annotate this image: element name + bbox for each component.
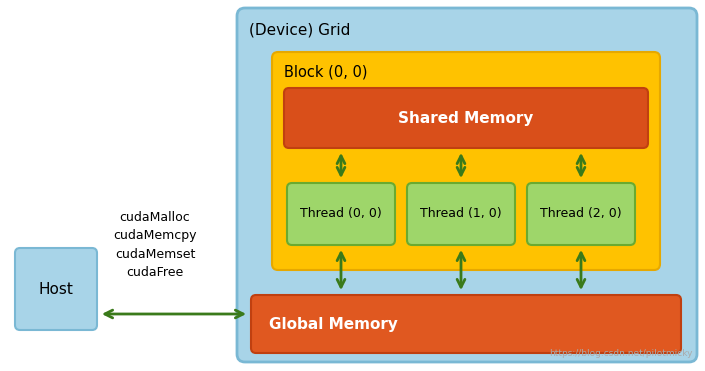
Text: Shared Memory: Shared Memory <box>398 111 534 125</box>
Text: (Device) Grid: (Device) Grid <box>249 23 350 37</box>
Text: Thread (1, 0): Thread (1, 0) <box>420 207 502 220</box>
Text: Host: Host <box>39 282 73 296</box>
Text: Thread (2, 0): Thread (2, 0) <box>540 207 622 220</box>
Text: cudaMalloc
cudaMemcpy
cudaMemset
cudaFree: cudaMalloc cudaMemcpy cudaMemset cudaFre… <box>114 211 197 279</box>
FancyBboxPatch shape <box>15 248 97 330</box>
Text: Global Memory: Global Memory <box>269 316 398 332</box>
FancyBboxPatch shape <box>251 295 681 353</box>
FancyBboxPatch shape <box>287 183 395 245</box>
FancyBboxPatch shape <box>237 8 697 362</box>
FancyBboxPatch shape <box>284 88 648 148</box>
Text: https://blog.csdn.net/pilotmicky: https://blog.csdn.net/pilotmicky <box>549 349 693 358</box>
FancyBboxPatch shape <box>527 183 635 245</box>
Text: Block (0, 0): Block (0, 0) <box>284 65 367 79</box>
Text: Thread (0, 0): Thread (0, 0) <box>300 207 382 220</box>
FancyBboxPatch shape <box>407 183 515 245</box>
FancyBboxPatch shape <box>272 52 660 270</box>
